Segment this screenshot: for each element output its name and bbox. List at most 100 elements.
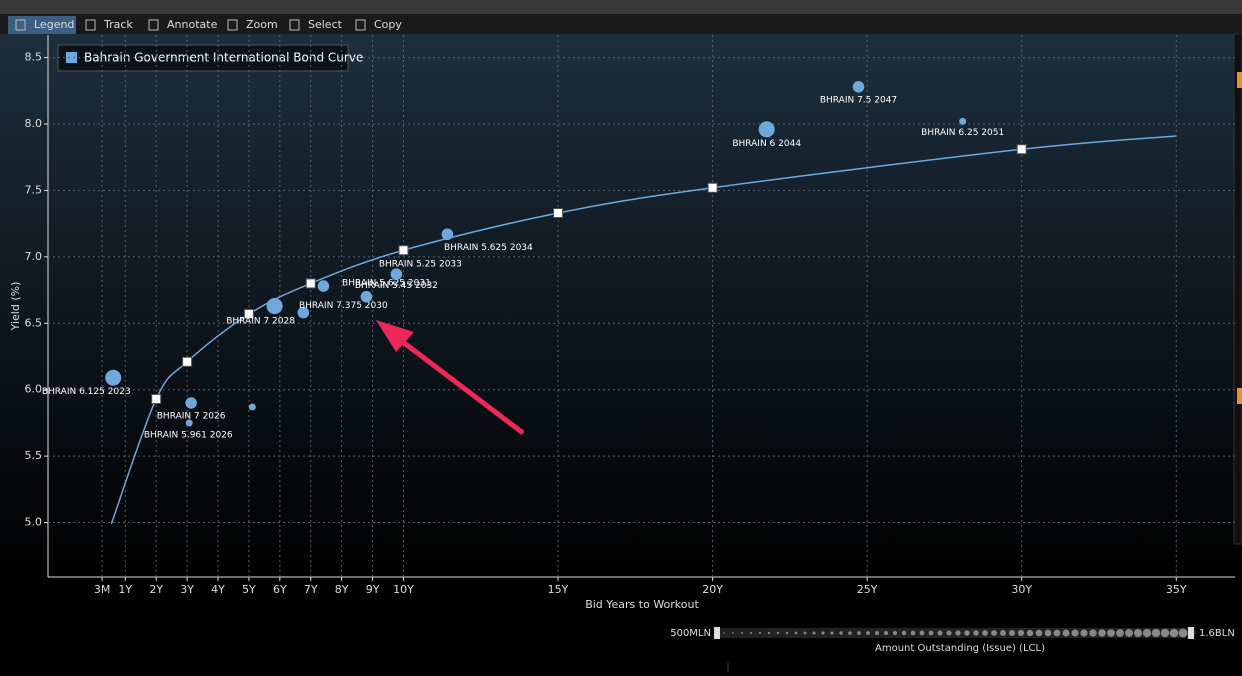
slider-dot bbox=[1017, 629, 1025, 637]
toolbar-button[interactable]: Legend bbox=[34, 18, 74, 31]
x-tick-label: 4Y bbox=[211, 583, 225, 596]
slider-dot bbox=[749, 631, 753, 635]
x-tick-label: 20Y bbox=[702, 583, 723, 596]
bond-label: BHRAIN 6 2044 bbox=[732, 139, 801, 149]
x-axis-title: Bid Years to Workout bbox=[585, 598, 699, 611]
size-title: Amount Outstanding (Issue) (LCL) bbox=[875, 643, 1045, 654]
slider-dot bbox=[1142, 628, 1152, 638]
x-tick-label: 25Y bbox=[857, 583, 878, 596]
slider-dot bbox=[821, 631, 825, 635]
x-tick-label: 1Y bbox=[118, 583, 132, 596]
toolbar-button[interactable]: Zoom bbox=[246, 18, 278, 31]
slider-dot bbox=[955, 630, 961, 636]
slider-dot bbox=[839, 631, 843, 635]
bond-label: BHRAIN 6.25 2051 bbox=[921, 128, 1004, 138]
slider-dot bbox=[1125, 629, 1133, 637]
slider-dot bbox=[946, 630, 952, 636]
slider-dot bbox=[776, 631, 780, 635]
bond-label: BHRAIN 7.5 2047 bbox=[820, 95, 897, 105]
slider-dot bbox=[741, 632, 743, 634]
side-marker bbox=[1237, 72, 1242, 88]
toolbar-icon bbox=[85, 19, 96, 31]
bond-point bbox=[185, 397, 197, 409]
bond-point bbox=[360, 290, 373, 303]
bond-point bbox=[959, 117, 967, 125]
bond-label: BHRAIN 5.625 2031 bbox=[342, 279, 431, 289]
x-tick-label: 8Y bbox=[335, 583, 349, 596]
size-max-label: 1.6BLN bbox=[1199, 628, 1235, 639]
bond-point bbox=[317, 280, 330, 292]
curve-line bbox=[110, 135, 1177, 525]
y-tick-label: 8.5 bbox=[25, 51, 43, 64]
slider-dot bbox=[982, 630, 988, 636]
slider-dot bbox=[1116, 629, 1124, 637]
curve-point bbox=[1016, 144, 1027, 155]
bond-label: BHRAIN 7 2028 bbox=[226, 317, 295, 327]
slider-dot bbox=[1000, 630, 1006, 636]
slider-dot bbox=[1071, 629, 1079, 637]
bond-point bbox=[105, 369, 122, 386]
slider-dot bbox=[767, 631, 771, 635]
x-tick-label: 2Y bbox=[149, 583, 163, 596]
slider-dot bbox=[937, 630, 943, 636]
slider-dot bbox=[1089, 629, 1097, 637]
bond-label: BHRAIN 5.961 2026 bbox=[144, 430, 233, 440]
slider-dot bbox=[1008, 629, 1016, 637]
slider-dot bbox=[848, 631, 852, 635]
slider-dot bbox=[875, 631, 879, 635]
curve-point bbox=[707, 182, 718, 193]
slider-dot bbox=[892, 630, 898, 636]
slider-dot bbox=[1107, 629, 1115, 637]
slider-dot bbox=[812, 631, 816, 635]
toolbar-button[interactable]: Select bbox=[308, 18, 343, 31]
slider-dot bbox=[732, 632, 734, 634]
y-tick-label: 6.5 bbox=[25, 316, 43, 329]
slider-handle[interactable] bbox=[1188, 627, 1194, 639]
toolbar-icon bbox=[355, 19, 366, 31]
y-tick-label: 5.0 bbox=[25, 516, 43, 529]
bond-point bbox=[852, 81, 865, 93]
slider-dot bbox=[883, 630, 889, 636]
slider-dot bbox=[1053, 629, 1061, 637]
slider-dot bbox=[1160, 628, 1170, 638]
x-tick-label: 5Y bbox=[242, 583, 256, 596]
slider-dot bbox=[1044, 629, 1052, 637]
bond-point bbox=[297, 306, 310, 319]
x-tick-label: 30Y bbox=[1011, 583, 1032, 596]
size-min-label: 500MLN bbox=[670, 628, 711, 639]
curve-point bbox=[151, 393, 162, 404]
slider-dot bbox=[928, 630, 934, 636]
x-tick-label: 15Y bbox=[548, 583, 569, 596]
bond-label: BHRAIN 7.375 2030 bbox=[299, 301, 388, 311]
top-bar bbox=[0, 0, 1242, 14]
bond-point bbox=[185, 419, 193, 427]
annotation-arrow bbox=[376, 320, 525, 435]
toolbar-icon bbox=[148, 19, 159, 31]
curve-point bbox=[182, 356, 193, 367]
x-tick-label: 10Y bbox=[393, 583, 414, 596]
toolbar bbox=[0, 14, 1242, 34]
toolbar-icon bbox=[227, 19, 238, 31]
toolbar-button[interactable]: Annotate bbox=[167, 18, 218, 31]
y-tick-label: 5.5 bbox=[25, 449, 43, 462]
slider-dot bbox=[910, 630, 916, 636]
slider-dot bbox=[723, 632, 725, 634]
plot: 5.0 5.5 6.0 6.5 7.0 7.5 8.0 8.5 3M 1Y 2Y 3Y 4Y 5Y 6Y 7Y… bbox=[25, 35, 1235, 596]
slider-dot bbox=[1178, 628, 1188, 638]
toolbar-icon bbox=[15, 19, 26, 31]
slider-dot bbox=[1098, 629, 1106, 637]
toolbar-button[interactable]: Copy bbox=[374, 18, 402, 31]
toolbar-button[interactable]: Track bbox=[103, 18, 133, 31]
side-panel bbox=[1233, 33, 1242, 545]
slider-dot bbox=[901, 630, 907, 636]
slider-dot bbox=[794, 631, 798, 635]
y-axis-title: Yield (%) bbox=[9, 282, 22, 332]
curve-point bbox=[243, 308, 254, 319]
bond-point bbox=[758, 121, 775, 138]
x-tick-label: 6Y bbox=[273, 583, 287, 596]
slider-handle[interactable] bbox=[714, 627, 720, 639]
toolbar-icon bbox=[289, 19, 300, 31]
curve-point bbox=[305, 278, 316, 289]
slider-dot bbox=[973, 630, 979, 636]
bond-label: BHRAIN 5.25 2033 bbox=[379, 260, 462, 270]
